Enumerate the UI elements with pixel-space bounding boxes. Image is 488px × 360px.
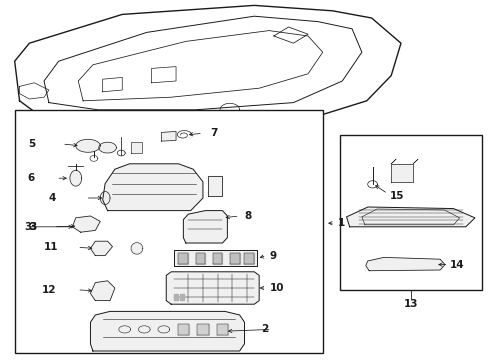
Text: 5: 5 [28,139,35,149]
Polygon shape [178,253,188,264]
Polygon shape [177,324,189,335]
Polygon shape [195,253,205,264]
Text: 11: 11 [44,242,59,252]
Text: 3: 3 [29,222,37,232]
Bar [339,135,481,290]
Text: 10: 10 [269,283,284,293]
Polygon shape [70,170,81,186]
Text: 15: 15 [389,191,404,201]
Polygon shape [244,253,254,264]
Text: 8: 8 [244,211,251,221]
Polygon shape [173,250,256,266]
Polygon shape [180,294,184,300]
Polygon shape [365,257,444,271]
Polygon shape [76,139,100,152]
Text: 2: 2 [261,324,268,334]
Polygon shape [131,243,142,254]
Polygon shape [346,207,474,227]
Text: 4: 4 [49,193,56,203]
Polygon shape [183,211,227,243]
Text: 14: 14 [449,260,464,270]
Polygon shape [100,192,110,204]
Polygon shape [90,281,115,301]
Polygon shape [173,294,178,300]
Text: 3: 3 [29,222,37,232]
Text: 9: 9 [269,251,277,261]
Text: 6: 6 [28,173,35,183]
Bar [15,110,322,353]
Polygon shape [90,311,244,351]
Polygon shape [197,324,208,335]
Text: 7: 7 [210,128,217,138]
Polygon shape [207,176,222,196]
Polygon shape [161,131,176,141]
Polygon shape [90,241,112,256]
Polygon shape [131,142,142,153]
Polygon shape [390,164,412,182]
Polygon shape [102,164,203,211]
Text: 13: 13 [403,299,417,309]
Polygon shape [212,253,222,264]
Text: 12: 12 [41,285,56,295]
Polygon shape [72,216,100,232]
Polygon shape [216,324,228,335]
Text: 3: 3 [24,222,32,232]
Polygon shape [229,253,239,264]
Text: 1: 1 [337,218,344,228]
Polygon shape [166,272,259,304]
Polygon shape [99,142,116,153]
